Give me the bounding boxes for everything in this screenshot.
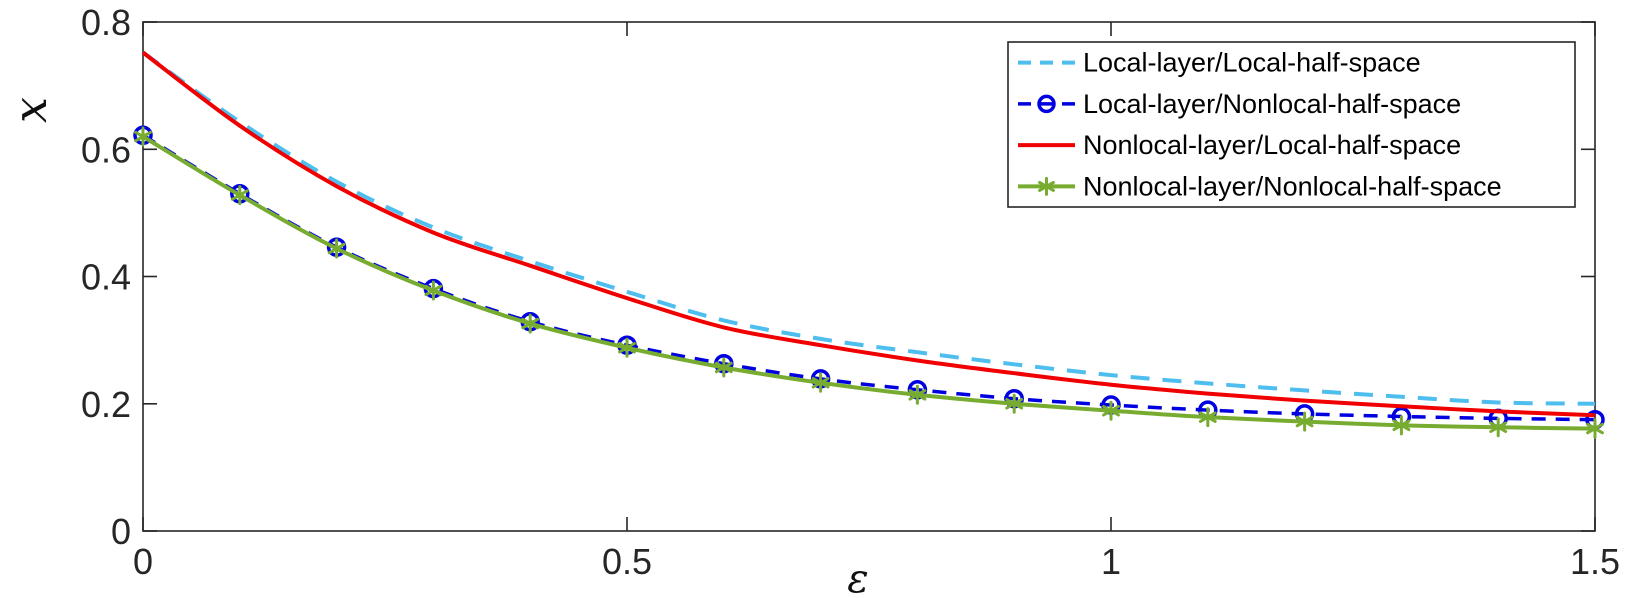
- tick-label-layer: 0 0.5 1 1.5 0 0.2 0.4 0.6 0.8: [81, 2, 1620, 582]
- x-tick-label: 0: [133, 541, 153, 582]
- legend-entry-label: Nonlocal-layer/Local-half-space: [1083, 130, 1461, 160]
- x-tick-label: 1.5: [1570, 541, 1620, 582]
- y-axis-label: x: [3, 97, 57, 123]
- y-tick-label: 0: [111, 511, 131, 552]
- asterisk-marker: [908, 384, 927, 405]
- asterisk-arm: [1198, 411, 1217, 423]
- legend-entry-label: Local-layer/Local-half-space: [1083, 48, 1421, 78]
- legend-entry-2: Nonlocal-layer/Local-half-space: [1018, 130, 1461, 160]
- legend-circle-marker: [1037, 94, 1056, 114]
- legend: Local-layer/Local-half-space Local-layer/…: [1007, 41, 1576, 208]
- asterisk-arm: [1586, 422, 1604, 435]
- asterisk-marker: [1005, 393, 1024, 414]
- asterisk-marker: [1102, 400, 1120, 421]
- asterisk-marker: [618, 337, 636, 358]
- asterisk-marker: [1038, 176, 1055, 196]
- x-tick-label: 0.5: [602, 541, 652, 582]
- asterisk-arm: [1295, 415, 1314, 428]
- series-line-0: [141, 50, 1596, 406]
- asterisk-arm: [1038, 180, 1055, 192]
- asterisk-arm: [1102, 405, 1120, 417]
- legend-box: [1007, 41, 1576, 208]
- series-layer: [133, 50, 1605, 439]
- asterisk-marker: [521, 313, 540, 334]
- y-tick-label: 0.2: [81, 384, 131, 425]
- asterisk-marker: [134, 126, 152, 147]
- asterisk-arm: [1489, 421, 1508, 433]
- x-axis-label: ε: [847, 556, 868, 598]
- legend-entry-3: Nonlocal-layer/Nonlocal-half-space: [1018, 171, 1502, 201]
- asterisk-marker: [1489, 417, 1508, 438]
- x-tick-label: 1: [1101, 541, 1121, 582]
- asterisk-marker: [424, 280, 443, 301]
- asterisk-arm: [134, 130, 152, 143]
- y-tick-label: 0.6: [81, 129, 131, 170]
- asterisk-marker: [230, 185, 249, 206]
- asterisk-marker: [714, 357, 733, 378]
- asterisk-arm: [424, 284, 443, 297]
- y-tick-label: 0.4: [81, 257, 131, 298]
- series-line-3: [141, 134, 1596, 431]
- asterisk-arm: [327, 242, 346, 255]
- series-line-2: [141, 50, 1596, 418]
- asterisk-arm: [714, 361, 733, 374]
- legend-entry-label: Nonlocal-layer/Nonlocal-half-space: [1083, 171, 1502, 201]
- asterisk-arm: [618, 342, 636, 354]
- asterisk-arm: [811, 377, 830, 389]
- legend-entry-0: Local-layer/Local-half-space: [1018, 48, 1421, 78]
- asterisk-marker: [327, 238, 346, 259]
- asterisk-arm: [908, 389, 927, 401]
- asterisk-arm: [1392, 419, 1411, 432]
- asterisk-arm: [230, 189, 249, 201]
- asterisk-arm: [521, 317, 540, 330]
- legend-entry-label: Local-layer/Nonlocal-half-space: [1083, 89, 1461, 119]
- legend-entry-1: Local-layer/Nonlocal-half-space: [1018, 89, 1461, 119]
- asterisk-marker: [1586, 418, 1604, 439]
- y-tick-label: 0.8: [81, 2, 131, 43]
- asterisk-marker: [1392, 415, 1411, 436]
- asterisk-marker: [1295, 411, 1314, 432]
- asterisk-marker: [811, 372, 830, 393]
- asterisk-marker: [1198, 407, 1217, 428]
- series-line-1: [142, 133, 1596, 422]
- asterisk-arm: [1005, 398, 1024, 410]
